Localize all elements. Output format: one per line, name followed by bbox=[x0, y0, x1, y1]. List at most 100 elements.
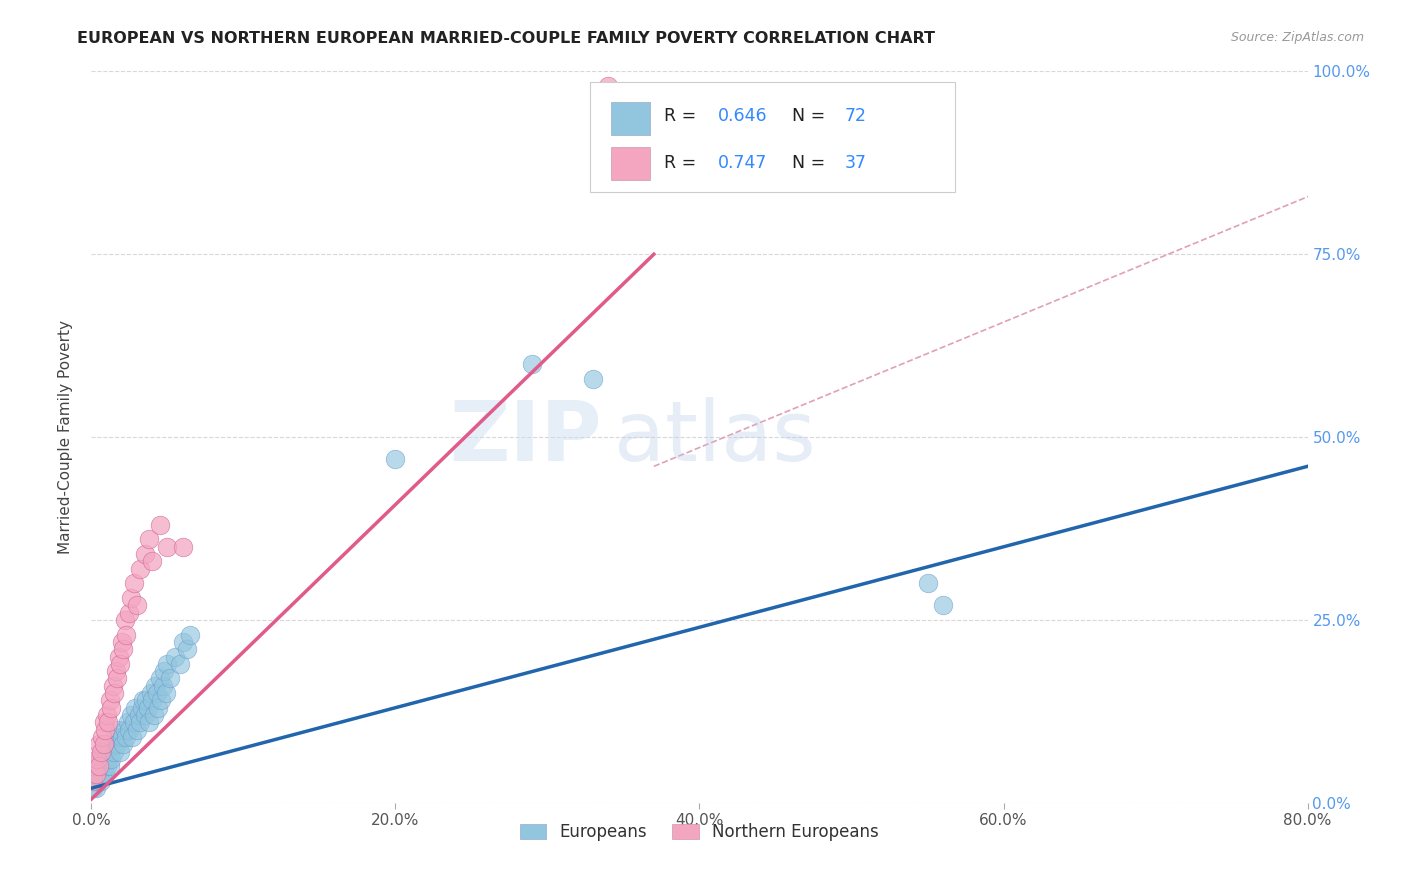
Text: N =: N = bbox=[792, 153, 831, 172]
Point bbox=[93, 715, 115, 730]
Point bbox=[118, 606, 141, 620]
Point bbox=[176, 642, 198, 657]
Point bbox=[84, 781, 107, 796]
Point bbox=[104, 730, 127, 744]
Point bbox=[111, 730, 134, 744]
Text: 0.646: 0.646 bbox=[717, 107, 768, 125]
Point bbox=[104, 664, 127, 678]
Point bbox=[114, 723, 136, 737]
Point bbox=[143, 679, 166, 693]
Point bbox=[107, 723, 129, 737]
Point bbox=[100, 752, 122, 766]
Y-axis label: Married-Couple Family Poverty: Married-Couple Family Poverty bbox=[58, 320, 73, 554]
Point bbox=[145, 686, 167, 700]
Point bbox=[83, 773, 105, 788]
Point bbox=[125, 599, 148, 613]
Point bbox=[141, 554, 163, 568]
Point bbox=[93, 737, 115, 751]
Point bbox=[149, 672, 172, 686]
Point bbox=[107, 649, 129, 664]
Point bbox=[148, 700, 170, 714]
Point bbox=[94, 752, 117, 766]
Point bbox=[89, 773, 111, 788]
Point bbox=[522, 357, 544, 371]
Point bbox=[87, 737, 110, 751]
Point bbox=[149, 517, 172, 532]
Text: 0.747: 0.747 bbox=[717, 153, 768, 172]
Point bbox=[96, 708, 118, 723]
Point bbox=[115, 627, 138, 641]
Point bbox=[931, 599, 953, 613]
Point bbox=[97, 737, 120, 751]
Point bbox=[598, 78, 620, 93]
Point bbox=[172, 540, 194, 554]
Point bbox=[156, 540, 179, 554]
Text: 72: 72 bbox=[844, 107, 866, 125]
Point bbox=[121, 730, 143, 744]
Point bbox=[120, 591, 142, 605]
Point bbox=[134, 708, 156, 723]
Point bbox=[582, 371, 605, 385]
Point bbox=[124, 700, 146, 714]
Point bbox=[98, 693, 121, 707]
Point bbox=[138, 715, 160, 730]
Point bbox=[101, 737, 124, 751]
Point bbox=[93, 759, 115, 773]
Point bbox=[155, 686, 177, 700]
Point bbox=[159, 672, 181, 686]
Point bbox=[136, 700, 159, 714]
Point bbox=[86, 773, 108, 788]
Point bbox=[98, 759, 121, 773]
Point bbox=[134, 547, 156, 561]
Text: R =: R = bbox=[664, 153, 702, 172]
Point bbox=[91, 730, 114, 744]
Point bbox=[86, 752, 108, 766]
Point bbox=[98, 745, 121, 759]
Point bbox=[86, 759, 108, 773]
Point bbox=[112, 737, 135, 751]
Point bbox=[91, 766, 114, 780]
Point bbox=[163, 649, 186, 664]
Point bbox=[84, 766, 107, 780]
Point bbox=[122, 576, 145, 591]
Point bbox=[110, 745, 132, 759]
Point bbox=[138, 533, 160, 547]
Point bbox=[89, 759, 111, 773]
Point bbox=[114, 613, 136, 627]
Point bbox=[135, 693, 157, 707]
Text: atlas: atlas bbox=[614, 397, 815, 477]
Point bbox=[128, 708, 150, 723]
Point bbox=[96, 759, 118, 773]
FancyBboxPatch shape bbox=[610, 147, 650, 180]
Point bbox=[125, 723, 148, 737]
Point bbox=[129, 715, 152, 730]
Point bbox=[153, 664, 176, 678]
Point bbox=[89, 745, 111, 759]
Legend: Europeans, Northern Europeans: Europeans, Northern Europeans bbox=[512, 814, 887, 849]
Point bbox=[120, 708, 142, 723]
Point bbox=[129, 562, 152, 576]
Point bbox=[82, 781, 104, 796]
Point bbox=[87, 752, 110, 766]
Point bbox=[139, 686, 162, 700]
Point bbox=[97, 715, 120, 730]
Point bbox=[94, 766, 117, 780]
Point bbox=[117, 715, 139, 730]
Point bbox=[96, 745, 118, 759]
Point bbox=[917, 576, 939, 591]
Point bbox=[103, 745, 125, 759]
Point bbox=[132, 693, 155, 707]
Point bbox=[179, 627, 201, 641]
Point bbox=[83, 759, 105, 773]
Point bbox=[118, 723, 141, 737]
Point bbox=[105, 737, 128, 751]
Point bbox=[156, 657, 179, 671]
Point bbox=[169, 657, 191, 671]
Point bbox=[105, 672, 128, 686]
Point bbox=[93, 745, 115, 759]
Point bbox=[131, 700, 153, 714]
Point bbox=[103, 686, 125, 700]
Text: Source: ZipAtlas.com: Source: ZipAtlas.com bbox=[1230, 31, 1364, 45]
Point bbox=[384, 452, 406, 467]
Point bbox=[150, 693, 173, 707]
